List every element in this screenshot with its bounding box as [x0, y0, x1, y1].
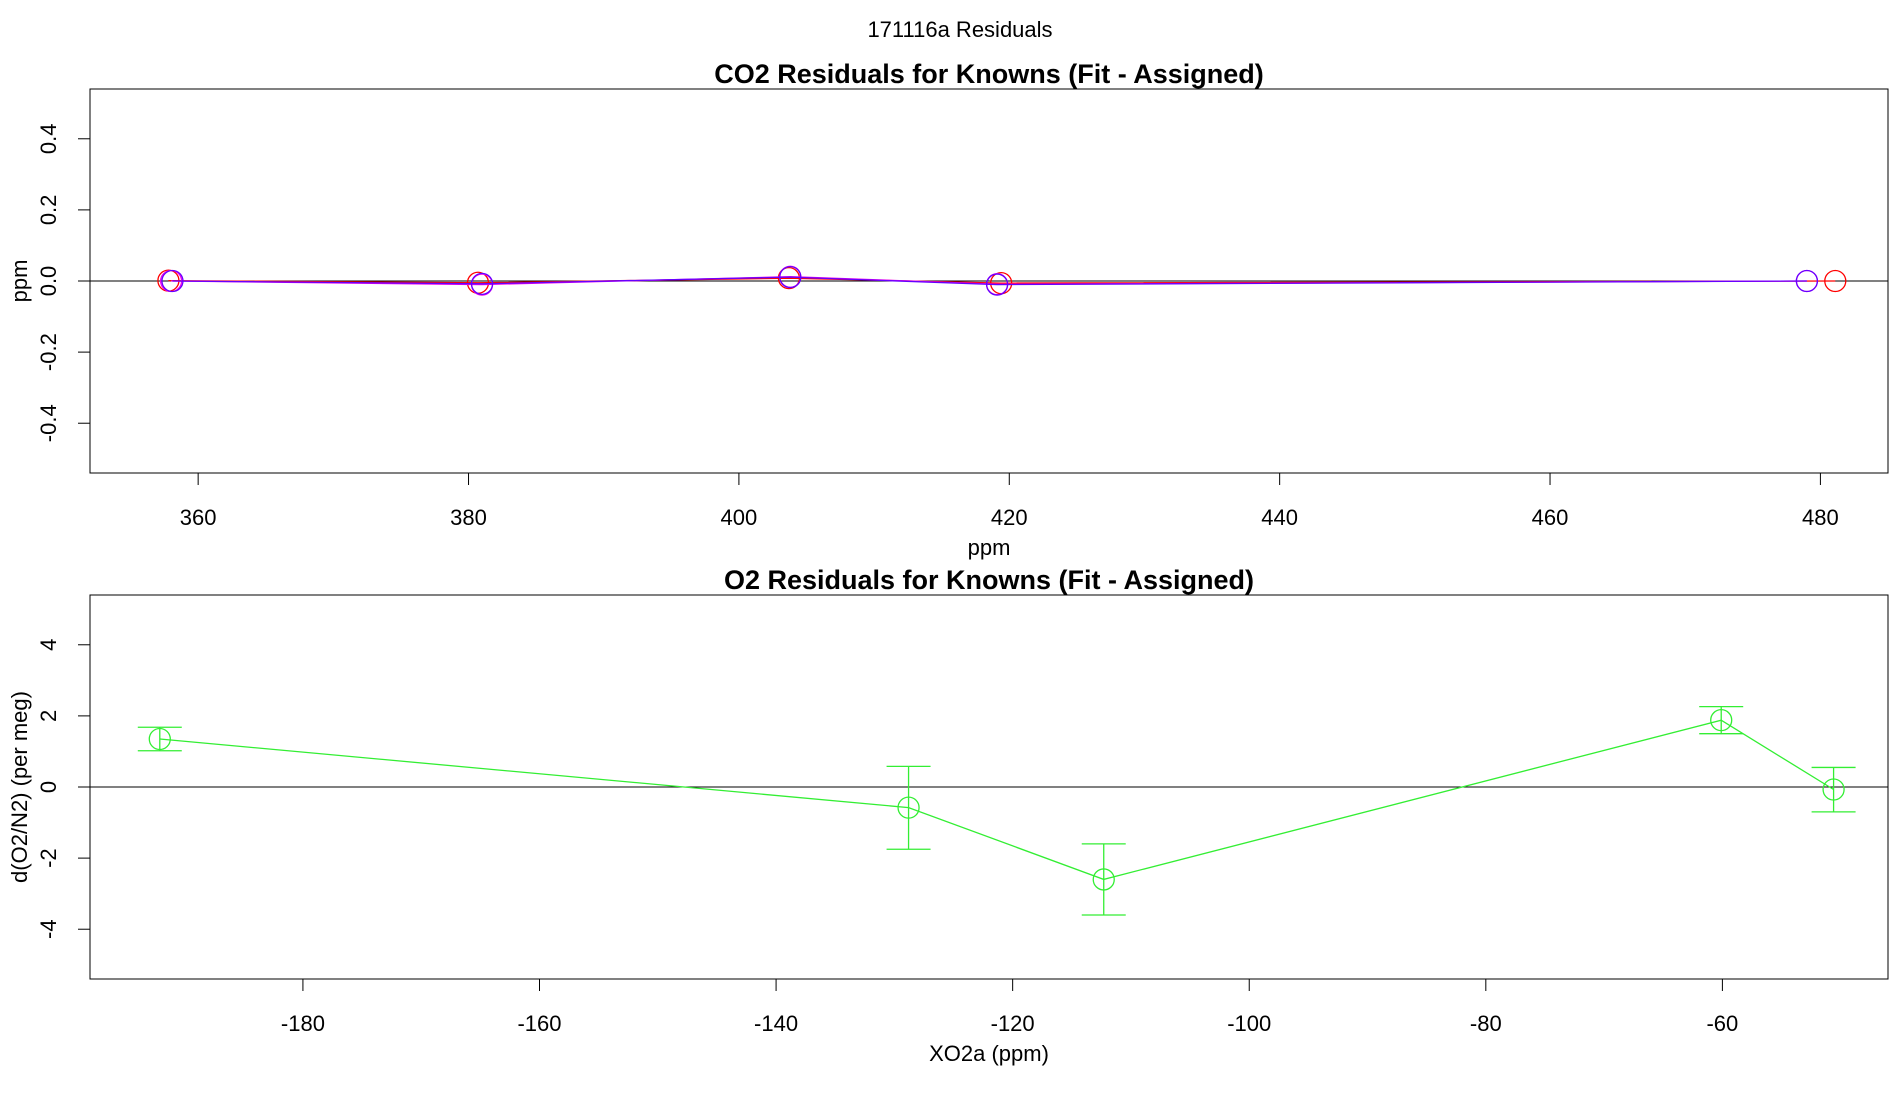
o2-x-tick-label: -80: [1470, 1011, 1502, 1036]
co2-x-tick-label: 480: [1802, 505, 1839, 530]
co2-data-point: [161, 269, 184, 293]
o2-y-tick-label: -4: [36, 919, 61, 939]
o2-x-tick-label: -60: [1706, 1011, 1738, 1036]
co2-panel-title: CO2 Residuals for Knowns (Fit - Assigned…: [714, 59, 1264, 89]
co2-y-tick-label: -0.2: [36, 333, 61, 371]
o2-error-bar: [137, 726, 182, 752]
co2-x-tick-label: 440: [1261, 505, 1298, 530]
co2-plot-frame: [89, 88, 1889, 474]
co2-y-tick-label: 0.0: [36, 266, 61, 297]
o2-data-point: [1710, 709, 1733, 732]
co2-x-tick-label: 400: [721, 505, 758, 530]
o2-error-bar: [886, 765, 931, 850]
o2-plot-frame: [89, 594, 1889, 980]
o2-residuals-panel: O2 Residuals for Knowns (Fit - Assigned)…: [7, 565, 1889, 1066]
o2-x-tick-label: -120: [991, 1011, 1035, 1036]
co2-data-point: [777, 267, 801, 290]
o2-x-tick-label: -180: [281, 1011, 325, 1036]
co2-series-2: [161, 265, 1819, 296]
co2-series-line: [168, 277, 1836, 284]
o2-data-point: [897, 796, 920, 819]
o2-error-bar: [1081, 843, 1126, 916]
o2-error-bar: [1699, 705, 1744, 735]
co2-residuals-panel: CO2 Residuals for Knowns (Fit - Assigned…: [7, 59, 1889, 560]
co2-x-tick-label: 380: [450, 505, 487, 530]
o2-data-point: [1822, 778, 1845, 801]
co2-y-tick-label: -0.4: [36, 404, 61, 442]
co2-data-point: [470, 272, 494, 295]
co2-data-point: [1824, 269, 1847, 293]
o2-y-tick-label: 2: [36, 710, 61, 722]
co2-x-tick-label: 460: [1532, 505, 1569, 530]
o2-data-point: [1092, 868, 1115, 891]
co2-data-point: [1795, 269, 1819, 293]
co2-y-tick-label: 0.4: [36, 123, 61, 154]
o2-y-tick-label: 4: [36, 639, 61, 651]
o2-series-0: [137, 705, 1856, 916]
o2-data-point: [148, 727, 171, 751]
o2-x-tick-label: -140: [754, 1011, 798, 1036]
o2-error-bar: [1811, 766, 1856, 813]
co2-series-line: [172, 276, 1807, 286]
figure-title: 171116a Residuals: [867, 17, 1052, 42]
o2-y-tick-label: -2: [36, 848, 61, 868]
co2-y-tick-label: 0.2: [36, 195, 61, 226]
co2-x-tick-label: 360: [180, 505, 217, 530]
o2-series-line: [159, 719, 1834, 881]
o2-panel-title: O2 Residuals for Knowns (Fit - Assigned): [724, 565, 1254, 595]
o2-x-axis-label: XO2a (ppm): [929, 1041, 1049, 1066]
o2-x-tick-label: -160: [517, 1011, 561, 1036]
o2-x-tick-label: -100: [1227, 1011, 1271, 1036]
co2-x-tick-label: 420: [991, 505, 1028, 530]
co2-x-axis-label: ppm: [968, 535, 1011, 560]
o2-y-tick-label: 0: [36, 781, 61, 793]
co2-data-point: [779, 265, 802, 289]
co2-y-axis-label: ppm: [7, 260, 32, 303]
co2-data-point: [985, 273, 1009, 296]
o2-y-axis-label: d(O2/N2) (per meg): [7, 691, 32, 883]
